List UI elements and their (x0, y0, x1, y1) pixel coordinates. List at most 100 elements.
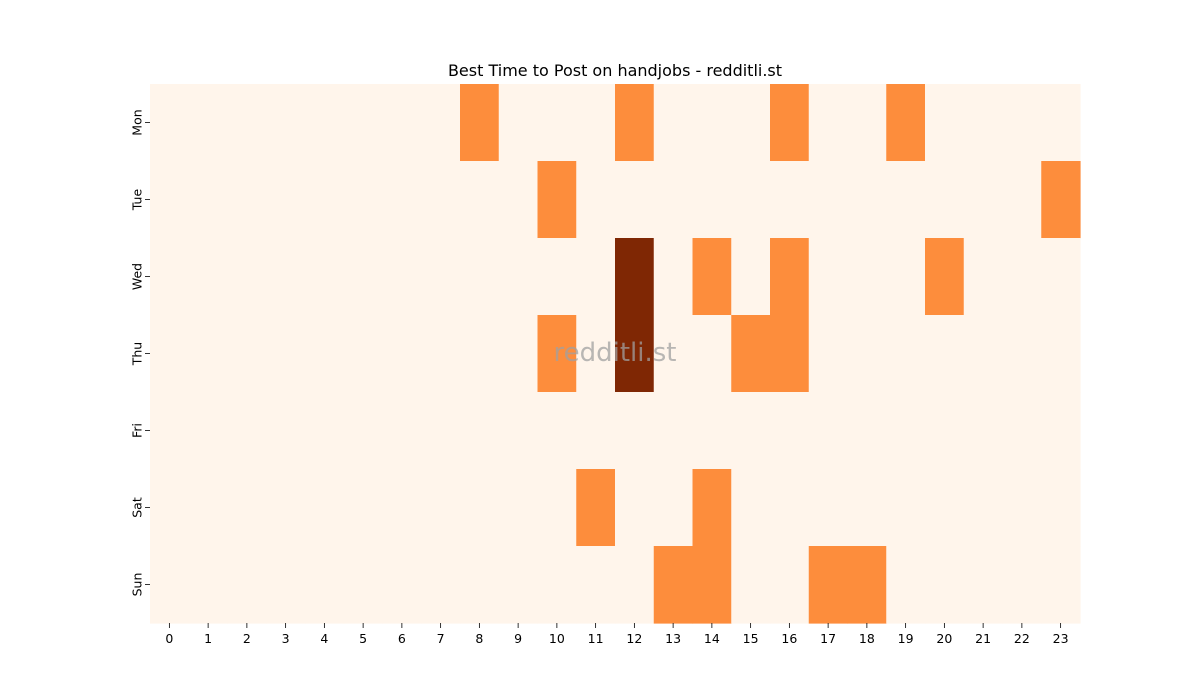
heatmap-cell-tue-13 (653, 161, 694, 239)
heatmap-cell-fri-19 (886, 392, 926, 470)
heatmap-cell-thu-5 (343, 315, 384, 393)
heatmap-cell-wed-2 (227, 238, 267, 316)
heatmap-cell-wed-4 (305, 238, 345, 316)
x-tick-label-0: 0 (165, 631, 173, 646)
heatmap-cell-sat-15 (731, 469, 771, 547)
heatmap-cell-mon-12 (615, 84, 655, 162)
heatmap-cell-fri-9 (498, 392, 539, 470)
heatmap-cell-tue-5 (343, 161, 384, 239)
heatmap-cell-tue-2 (227, 161, 267, 239)
heatmap-cell-fri-21 (963, 392, 1004, 470)
y-tick-label-sat: Sat (130, 497, 145, 518)
heatmap-cell-mon-1 (188, 84, 229, 162)
heatmap-cell-sat-6 (382, 469, 422, 547)
x-tick-label-3: 3 (282, 631, 290, 646)
heatmap-cell-sat-9 (498, 469, 539, 547)
heatmap-cell-tue-16 (770, 161, 810, 239)
heatmap-cell-thu-15 (731, 315, 771, 393)
x-tick-label-13: 13 (665, 631, 681, 646)
heatmap-cell-wed-19 (886, 238, 926, 316)
heatmap-cell-sat-11 (576, 469, 616, 547)
heatmap-cell-mon-10 (537, 84, 577, 162)
heatmap-cell-tue-3 (266, 161, 306, 239)
heatmap-cell-sat-2 (227, 469, 267, 547)
heatmap-cell-tue-10 (537, 161, 577, 239)
heatmap-cell-fri-8 (460, 392, 500, 470)
heatmap-cell-fri-6 (382, 392, 422, 470)
x-tick-label-6: 6 (398, 631, 406, 646)
heatmap-cells (150, 84, 1081, 624)
chart-title: Best Time to Post on handjobs - redditli… (448, 61, 782, 80)
heatmap-cell-sun-1 (188, 546, 229, 624)
heatmap-cell-sat-16 (770, 469, 810, 547)
y-tick-label-mon: Mon (130, 109, 145, 135)
heatmap-cell-wed-11 (576, 238, 616, 316)
heatmap-cell-sun-23 (1041, 546, 1081, 624)
heatmap-cell-mon-3 (266, 84, 306, 162)
heatmap-cell-tue-19 (886, 161, 926, 239)
heatmap-cell-tue-15 (731, 161, 771, 239)
x-tick-label-17: 17 (820, 631, 836, 646)
heatmap-cell-tue-11 (576, 161, 616, 239)
heatmap-cell-mon-13 (653, 84, 694, 162)
y-tick-label-fri: Fri (130, 423, 145, 438)
heatmap-cell-sat-8 (460, 469, 500, 547)
x-tick-label-16: 16 (781, 631, 797, 646)
heatmap-cell-mon-7 (421, 84, 461, 162)
heatmap-cell-thu-7 (421, 315, 461, 393)
heatmap-cell-tue-21 (963, 161, 1004, 239)
heatmap-cell-wed-21 (963, 238, 1004, 316)
x-tick-label-9: 9 (514, 631, 522, 646)
heatmap-cell-sun-20 (925, 546, 965, 624)
heatmap-cell-sat-17 (808, 469, 849, 547)
heatmap-cell-sun-4 (305, 546, 345, 624)
heatmap-cell-tue-8 (460, 161, 500, 239)
heatmap-cell-thu-19 (886, 315, 926, 393)
watermark-text: redditli.st (554, 338, 677, 368)
heatmap-cell-sat-21 (963, 469, 1004, 547)
heatmap-cell-tue-22 (1002, 161, 1042, 239)
heatmap-cell-sun-22 (1002, 546, 1042, 624)
heatmap-cell-fri-22 (1002, 392, 1042, 470)
heatmap-cell-sat-20 (925, 469, 965, 547)
heatmap-cell-tue-23 (1041, 161, 1081, 239)
heatmap-cell-fri-1 (188, 392, 229, 470)
heatmap-cell-mon-22 (1002, 84, 1042, 162)
heatmap-cell-sat-23 (1041, 469, 1081, 547)
x-tick-label-23: 23 (1053, 631, 1069, 646)
heatmap-cell-thu-8 (460, 315, 500, 393)
heatmap-cell-tue-18 (847, 161, 887, 239)
heatmap-cell-sat-7 (421, 469, 461, 547)
heatmap-cell-mon-17 (808, 84, 849, 162)
heatmap-cell-mon-23 (1041, 84, 1081, 162)
heatmap-cell-wed-5 (343, 238, 384, 316)
heatmap-cell-fri-20 (925, 392, 965, 470)
heatmap-cell-sun-10 (537, 546, 577, 624)
heatmap-cell-sat-12 (615, 469, 655, 547)
heatmap-cell-tue-7 (421, 161, 461, 239)
heatmap-cell-tue-14 (692, 161, 732, 239)
heatmap-cell-sun-5 (343, 546, 384, 624)
y-tick-label-wed: Wed (130, 263, 145, 290)
x-tick-label-20: 20 (936, 631, 952, 646)
heatmap-cell-fri-3 (266, 392, 306, 470)
x-tick-label-1: 1 (204, 631, 212, 646)
heatmap-cell-mon-21 (963, 84, 1004, 162)
x-tick-label-21: 21 (975, 631, 991, 646)
heatmap-cell-mon-2 (227, 84, 267, 162)
heatmap-cell-wed-8 (460, 238, 500, 316)
heatmap-cell-sun-8 (460, 546, 500, 624)
heatmap-cell-sat-1 (188, 469, 229, 547)
heatmap-cell-sun-14 (692, 546, 732, 624)
heatmap-cell-wed-17 (808, 238, 849, 316)
heatmap-cell-wed-22 (1002, 238, 1042, 316)
heatmap-cell-wed-20 (925, 238, 965, 316)
heatmap-cell-sun-16 (770, 546, 810, 624)
heatmap-cell-thu-6 (382, 315, 422, 393)
x-tick-label-12: 12 (626, 631, 642, 646)
heatmap-cell-tue-1 (188, 161, 229, 239)
heatmap-cell-wed-3 (266, 238, 306, 316)
heatmap-cell-wed-13 (653, 238, 694, 316)
